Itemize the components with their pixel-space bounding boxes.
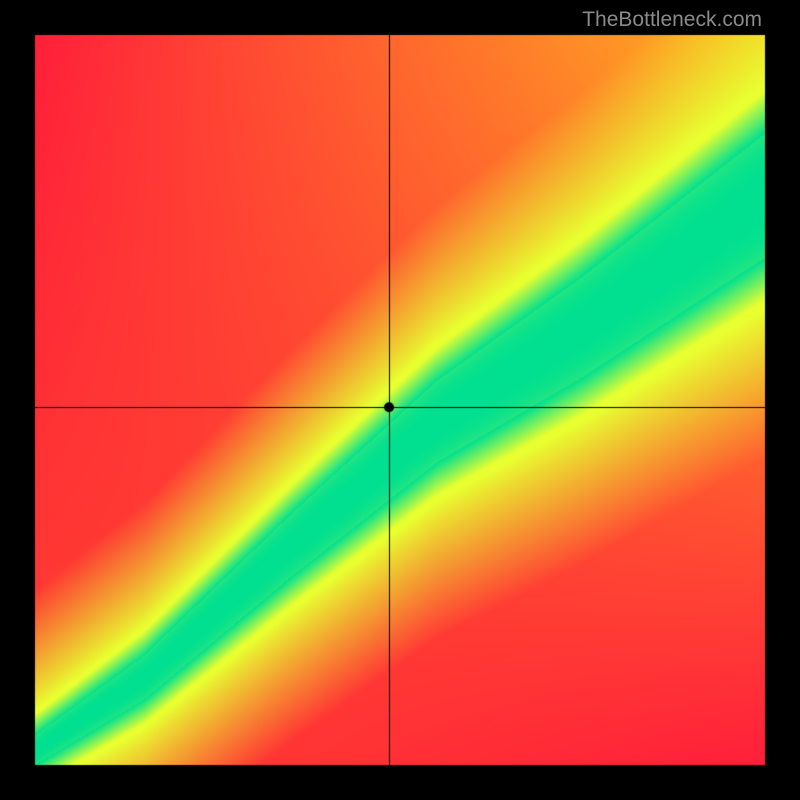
chart-container: TheBottleneck.com xyxy=(0,0,800,800)
watermark-text: TheBottleneck.com xyxy=(582,8,762,32)
bottleneck-heatmap xyxy=(0,0,800,800)
